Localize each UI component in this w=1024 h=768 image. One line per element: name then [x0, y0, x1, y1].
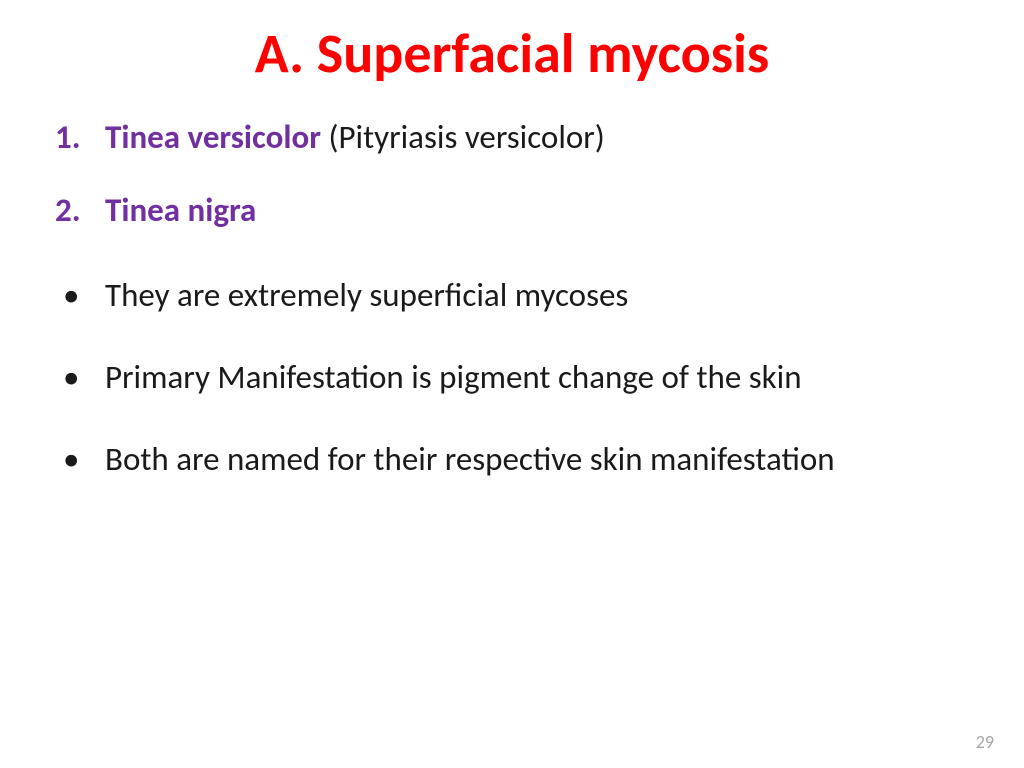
numbered-rest: (Pityriasis versicolor) [328, 117, 604, 157]
bullet-item: Both are named for their respective skin… [55, 426, 969, 492]
numbered-highlight: Tinea versicolor [105, 117, 328, 157]
numbered-item: Tinea nigra [55, 189, 969, 232]
bullet-item: They are extremely superficial mycoses [55, 262, 969, 328]
bullet-list: They are extremely superficial mycoses Pr… [55, 262, 969, 492]
numbered-list: Tinea versicolor (Pityriasis versicolor)… [55, 116, 969, 232]
bullet-item: Primary Manifestation is pigment change … [55, 344, 969, 410]
slide-title: A. Superfacial mycosis [55, 20, 969, 88]
numbered-item: Tinea versicolor (Pityriasis versicolor) [55, 116, 969, 159]
numbered-highlight: Tinea nigra [105, 190, 256, 230]
page-number: 29 [976, 731, 994, 753]
